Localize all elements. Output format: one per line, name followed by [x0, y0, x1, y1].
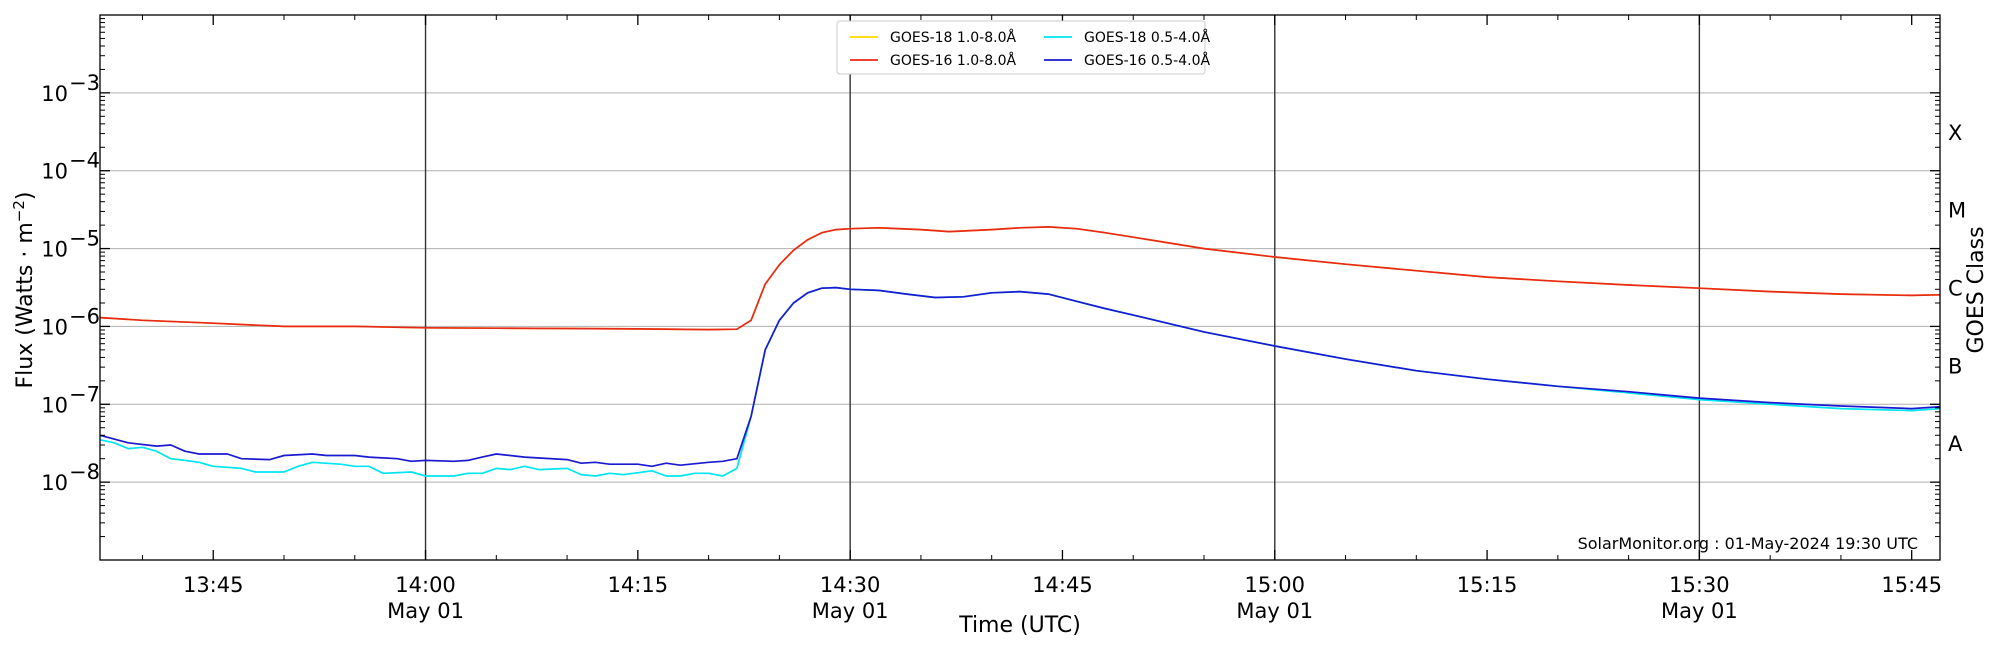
- y-tick-exponent: −4: [69, 149, 100, 173]
- x-axis-title: Time (UTC): [958, 613, 1081, 638]
- x-tick-date-label: May 01: [1236, 599, 1313, 623]
- legend: GOES-18 1.0-8.0Å GOES-18 0.5-4.0Å GOES-16 …: [836, 20, 1210, 75]
- y-tick-exponent: −6: [69, 304, 100, 328]
- legend-label: GOES-16 0.5-4.0Å: [1084, 52, 1210, 69]
- y-tick-exponent: −5: [69, 227, 100, 251]
- y-tick-exponent: −7: [69, 382, 100, 406]
- y-tick-label: 10: [41, 238, 68, 262]
- y-tick-exponent: −3: [69, 71, 100, 95]
- goes-class-label: C: [1948, 277, 1963, 301]
- x-tick-label: 14:45: [1032, 573, 1093, 597]
- goes-class-label: A: [1948, 432, 1963, 456]
- legend-label: GOES-18 0.5-4.0Å: [1084, 29, 1210, 46]
- x-tick-label: 15:30: [1669, 573, 1730, 597]
- grid: [100, 92, 1940, 483]
- x-tick-label: 13:45: [183, 573, 244, 597]
- y-tick-label: 10: [41, 393, 68, 417]
- x-tick-date-label: May 01: [387, 599, 464, 623]
- plot-frame: [99, 14, 1941, 561]
- goes-class-label: B: [1948, 354, 1962, 378]
- x-tick-label: 15:15: [1457, 573, 1518, 597]
- x-tick-date-label: May 01: [812, 599, 889, 623]
- series-lines: [99, 226, 1941, 477]
- y-axis-title-close: ): [13, 192, 38, 201]
- y-tick-label: 10: [41, 315, 68, 339]
- y-tick-label: 10: [41, 471, 68, 495]
- legend-box: [836, 20, 1206, 75]
- x-tick-label: 14:30: [820, 573, 881, 597]
- series-line-1: [99, 226, 1941, 331]
- credit-text: SolarMonitor.org : 01-May-2024 19:30 UTC: [1578, 534, 1918, 553]
- axis-ticks: [100, 15, 1940, 560]
- series-line-3: [99, 286, 1941, 468]
- y-axis-title: Flux (Watts · m−2): [10, 192, 38, 389]
- x-tick-label: 14:15: [608, 573, 669, 597]
- x-tick-label: 15:00: [1245, 573, 1306, 597]
- x-tick-label: 15:45: [1881, 573, 1942, 597]
- legend-label: GOES-18 1.0-8.0Å: [890, 29, 1016, 46]
- goes-class-label: M: [1948, 199, 1966, 223]
- x-tick-label: 14:00: [395, 573, 456, 597]
- y-tick-exponent: −8: [69, 460, 100, 484]
- goes-class-axis-title: GOES Class: [1964, 226, 1989, 353]
- y-axis-title-sup: −2: [10, 200, 28, 222]
- y-tick-label: 10: [41, 160, 68, 184]
- x-tick-date-label: May 01: [1661, 599, 1738, 623]
- y-axis-title-main: Flux (Watts · m: [13, 222, 38, 388]
- goes-class-label: X: [1948, 121, 1962, 145]
- legend-label: GOES-16 1.0-8.0Å: [890, 52, 1016, 69]
- y-tick-label: 10: [41, 82, 68, 106]
